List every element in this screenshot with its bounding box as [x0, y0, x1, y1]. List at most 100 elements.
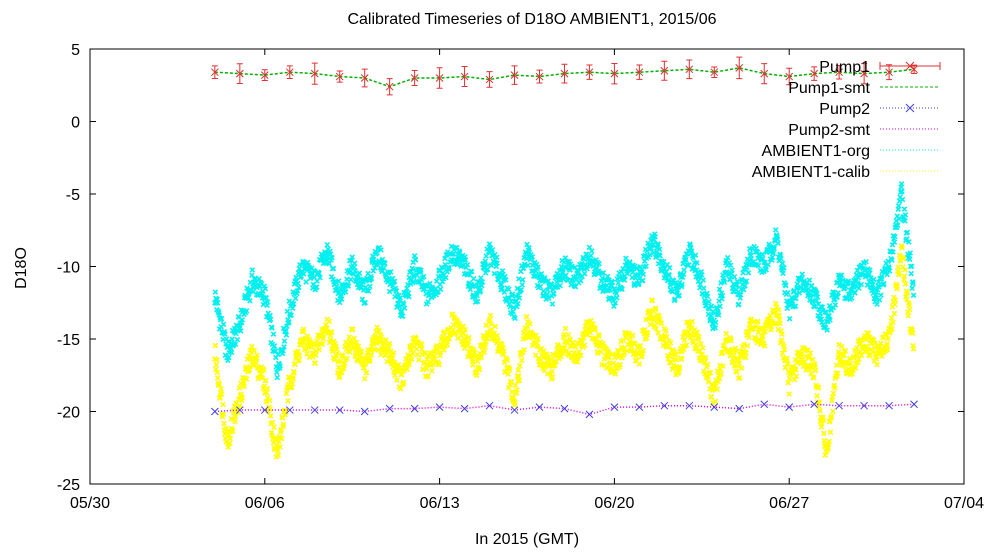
ambient-point [658, 320, 665, 327]
ambient-point [863, 258, 869, 265]
ambient-point [331, 356, 338, 363]
pump1-point [335, 72, 344, 81]
ambient-point [795, 359, 802, 365]
ambient-point [390, 350, 397, 356]
ambient-point [775, 326, 781, 333]
ambient-point [382, 260, 388, 267]
ambient-point [495, 277, 502, 283]
pump2-point [285, 406, 294, 414]
ambient-point [680, 346, 687, 353]
ambient-point [694, 260, 700, 266]
ambient-point [574, 359, 581, 365]
ambient-point [615, 280, 622, 286]
ambient-point [845, 278, 852, 284]
ambient-point [811, 303, 818, 310]
ambient-point [376, 327, 382, 334]
ambient-point [828, 413, 835, 420]
ambient-point [504, 357, 511, 364]
ambient-point [462, 326, 468, 333]
ambient-point [842, 347, 849, 354]
ambient-point [290, 301, 297, 307]
ambient-point [588, 317, 594, 324]
ambient-point [890, 249, 896, 255]
ambient-point [228, 349, 235, 356]
ambient-point [734, 278, 741, 285]
ambient-point [216, 381, 222, 388]
pump2-point [310, 406, 319, 414]
ambient-point [899, 196, 906, 203]
ambient-point [278, 435, 285, 442]
ambient-point [843, 283, 849, 290]
ambient-point [894, 283, 901, 290]
ambient-point [678, 356, 685, 363]
pump1-point [260, 71, 269, 79]
pump1-point [910, 65, 918, 74]
pump1-point [560, 69, 569, 78]
ambient-point [736, 301, 742, 308]
ambient-point [571, 349, 577, 356]
ambient-point [760, 255, 766, 262]
ambient-point [813, 297, 820, 304]
ambient-point [512, 315, 518, 322]
ambient-point [649, 297, 656, 304]
ambient-point [409, 350, 416, 357]
ambient-point [692, 252, 699, 258]
ambient-point [218, 315, 225, 322]
ambient-point [891, 239, 898, 245]
ambient-point [336, 373, 343, 379]
ambient-point [267, 413, 274, 419]
ambient-point [733, 348, 740, 354]
ambient-point [891, 294, 897, 301]
ambient-point [363, 369, 370, 376]
ambient-point [453, 330, 459, 336]
ambient-point [746, 261, 752, 268]
ambient-point [336, 299, 343, 306]
ambient-point [487, 312, 494, 319]
ambient-point [759, 251, 766, 258]
ambient-point [406, 357, 412, 364]
ambient-point [724, 254, 731, 261]
ambient-point [565, 332, 572, 338]
ambient-point [778, 337, 785, 343]
ambient-point [876, 284, 882, 290]
ambient-point [342, 289, 349, 295]
ambient-point [578, 352, 584, 359]
ambient-point [220, 411, 227, 418]
ambient-point [885, 335, 891, 342]
ambient-point [300, 271, 307, 277]
ambient-point [225, 444, 232, 450]
ambient-point [755, 329, 762, 335]
ambient-point [247, 298, 253, 304]
ambient-point [821, 430, 827, 437]
ambient-point [878, 292, 884, 298]
ambient-point [904, 296, 910, 303]
ambient-point [261, 367, 267, 373]
x-tick-label: 06/06 [245, 495, 285, 512]
ambient-point [383, 337, 389, 343]
legend-label: AMBIENT1-org [762, 143, 870, 160]
ambient-point [213, 362, 220, 368]
ambient-point [876, 297, 883, 303]
ambient-point [269, 325, 275, 331]
ambient-point [437, 286, 444, 293]
ambient-point [827, 429, 834, 435]
ambient-point [676, 292, 682, 299]
ambient-point [896, 216, 902, 222]
ambient-point [518, 357, 525, 364]
ambient-point [329, 254, 335, 261]
ambient-point [708, 312, 714, 319]
ambient-point [512, 399, 518, 406]
ambient-point [269, 419, 276, 426]
pump2-point [360, 407, 369, 416]
ambient-point [783, 282, 789, 289]
ambient-point [821, 437, 828, 444]
ambient-point [772, 300, 779, 307]
ambient-point [264, 299, 271, 305]
ambient-point [368, 275, 375, 282]
ambient-point [743, 350, 749, 356]
ambient-point [262, 377, 269, 384]
ambient-point [235, 409, 242, 416]
ambient-point [425, 373, 431, 380]
ambient-point [762, 328, 768, 335]
ambient-point [702, 354, 709, 361]
